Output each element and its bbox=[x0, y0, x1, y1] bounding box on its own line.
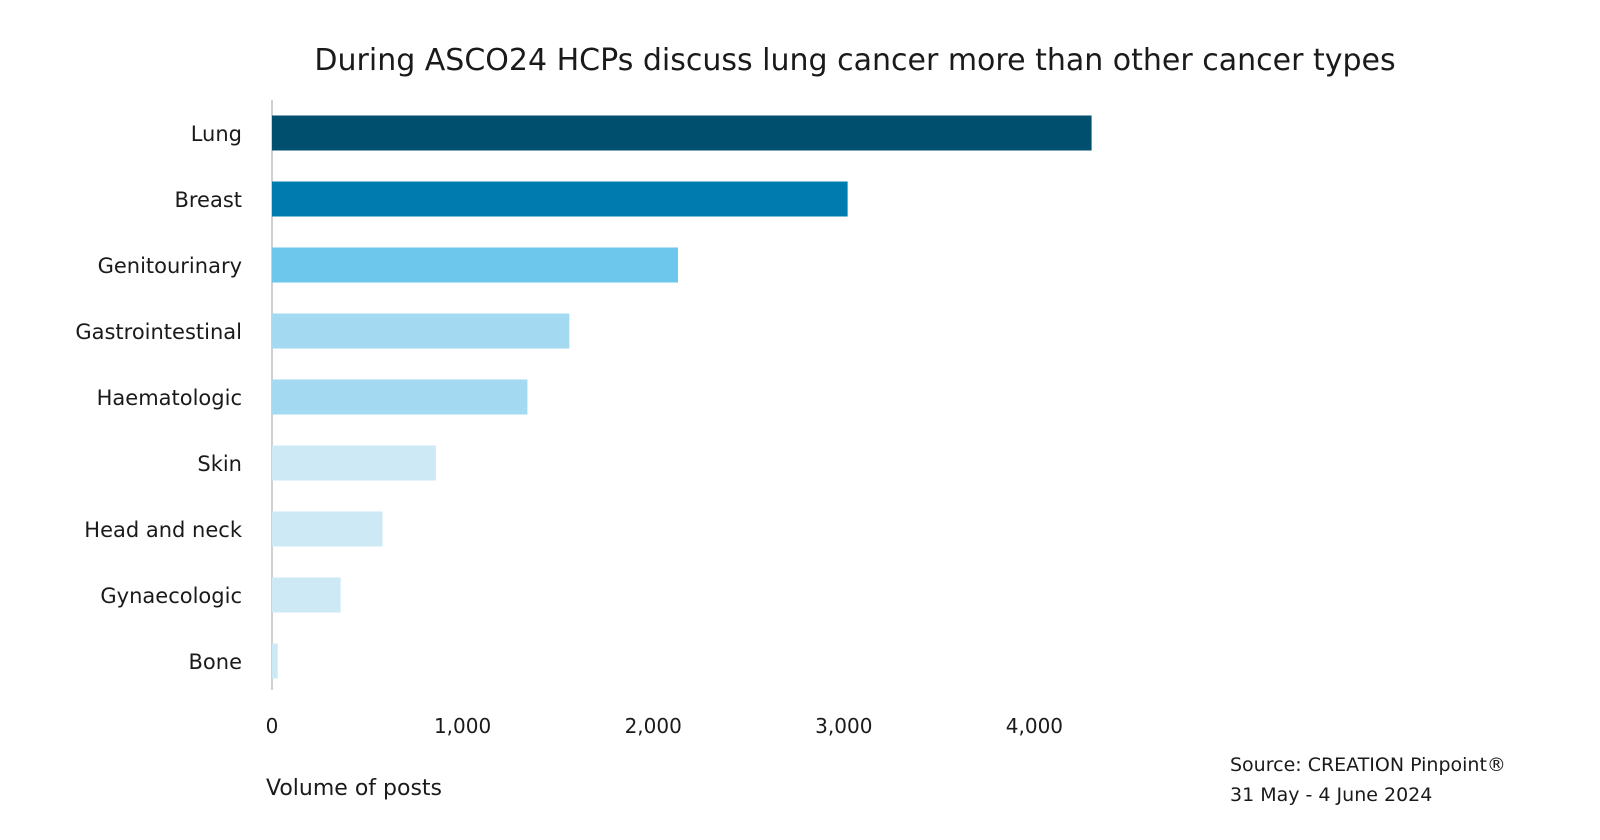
x-tick-label: 2,000 bbox=[625, 714, 682, 738]
x-axis-title: Volume of posts bbox=[266, 776, 442, 801]
x-tick-label: 0 bbox=[266, 714, 279, 738]
bar-breast bbox=[272, 181, 848, 217]
category-label-lung: Lung bbox=[191, 122, 242, 146]
source-label: Source: CREATION Pinpoint® bbox=[1230, 754, 1506, 776]
bar-haematologic bbox=[272, 379, 528, 415]
bar-gynaecologic bbox=[272, 577, 341, 613]
category-label-genitourinary: Genitourinary bbox=[98, 254, 242, 278]
bar-genitourinary bbox=[272, 247, 678, 283]
chart-title: During ASCO24 HCPs discuss lung cancer m… bbox=[314, 43, 1395, 78]
category-label-skin: Skin bbox=[197, 452, 242, 476]
category-labels: Lung Breast Genitourinary Gastrointestinal H… bbox=[75, 122, 242, 674]
bar-bone bbox=[272, 643, 278, 679]
bar-skin bbox=[272, 445, 436, 481]
bars-group bbox=[272, 115, 1092, 679]
source-date: 31 May - 4 June 2024 bbox=[1230, 784, 1432, 806]
category-label-gastrointestinal: Gastrointestinal bbox=[75, 320, 242, 344]
x-tick-label: 1,000 bbox=[434, 714, 491, 738]
x-tick-labels: 0 1,000 2,000 3,000 4,000 bbox=[266, 714, 1063, 738]
category-label-haematologic: Haematologic bbox=[97, 386, 242, 410]
x-tick-label: 3,000 bbox=[815, 714, 872, 738]
category-label-bone: Bone bbox=[189, 650, 242, 674]
bar-head-and-neck bbox=[272, 511, 383, 547]
x-tick-label: 4,000 bbox=[1006, 714, 1063, 738]
category-label-gynaecologic: Gynaecologic bbox=[100, 584, 242, 608]
category-label-head-and-neck: Head and neck bbox=[84, 518, 243, 542]
bar-gastrointestinal bbox=[272, 313, 570, 349]
bar-lung bbox=[272, 115, 1092, 151]
category-label-breast: Breast bbox=[174, 188, 242, 212]
